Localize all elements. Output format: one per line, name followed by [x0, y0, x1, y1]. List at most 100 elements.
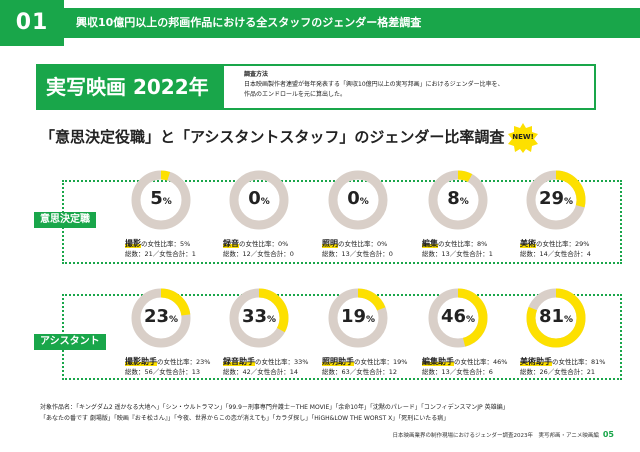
ring-chart-0-2	[328, 170, 388, 230]
ring-female-share	[526, 288, 586, 348]
percent-label: 81%	[526, 306, 586, 327]
caption-totals: 総数：13／女性合計：6	[422, 368, 493, 376]
ring-chart-0-4	[526, 170, 586, 230]
ring-female-share	[428, 288, 488, 348]
ring-caption: 編集助手の女性比率：46% 総数：13／女性合計：6	[422, 357, 507, 377]
percent-unit: %	[466, 315, 476, 325]
percent-label: 5%	[131, 188, 191, 209]
role-ratio: の女性比率：0%	[239, 240, 289, 248]
role-ratio: の女性比率：8%	[438, 240, 488, 248]
role-ratio: の女性比率：81%	[552, 358, 606, 366]
ring-chart-0-3	[428, 170, 488, 230]
role-ratio: の女性比率：23%	[157, 358, 211, 366]
method-description: 調査方法 日本映画製作者連盟が毎年発表する「興収10億円以上の実写邦画」における…	[244, 70, 584, 100]
role-name: 照明助手	[322, 357, 354, 366]
percent-unit: %	[162, 197, 172, 207]
main-heading: 「意思決定役職」と「アシスタントスタッフ」のジェンダー比率調査	[40, 128, 505, 146]
header-bar	[64, 8, 640, 38]
ring-caption: 録音助手の女性比率：33% 総数：42／女性合計：14	[223, 357, 308, 377]
percent-value: 19	[340, 306, 367, 327]
ring-chart-1-1	[229, 288, 289, 348]
role-name: 録音助手	[223, 357, 255, 366]
caption-ratio: 照明助手の女性比率：19%	[322, 357, 407, 367]
percent-unit: %	[359, 197, 369, 207]
percent-label: 8%	[428, 188, 488, 209]
caption-totals: 総数：14／女性合計：4	[520, 250, 591, 258]
role-name: 撮影助手	[125, 357, 157, 366]
role-name: 編集助手	[422, 357, 454, 366]
percent-unit: %	[564, 197, 574, 207]
caption-ratio: 編集助手の女性比率：46%	[422, 357, 507, 367]
role-ratio: の女性比率：19%	[354, 358, 408, 366]
page-number: 05	[602, 430, 614, 439]
ring-female-share	[526, 170, 586, 230]
ring-caption: 照明助手の女性比率：19% 総数：63／女性合計：12	[322, 357, 407, 377]
percent-value: 23	[143, 306, 170, 327]
percent-unit: %	[366, 315, 376, 325]
caption-ratio: 撮影の女性比率：5%	[125, 239, 196, 249]
percent-value: 81	[538, 306, 565, 327]
role-name: 撮影	[125, 239, 141, 248]
percent-label: 29%	[526, 188, 586, 209]
ring-female-share	[131, 288, 191, 348]
caption-totals: 総数：42／女性合計：14	[223, 368, 299, 376]
percent-value: 8	[447, 188, 460, 209]
percent-value: 0	[347, 188, 360, 209]
role-name: 美術助手	[520, 357, 552, 366]
chapter-title: 興収10億円以上の邦画作品における全スタッフのジェンダー格差調査	[76, 16, 422, 29]
ring-caption: 編集の女性比率：8% 総数：13／女性合計：1	[422, 239, 493, 259]
role-name: 録音	[223, 239, 239, 248]
ring-chart-0-0	[131, 170, 191, 230]
role-name: 照明	[322, 239, 338, 248]
page-header: 01 興収10億円以上の邦画作品における全スタッフのジェンダー格差調査	[0, 0, 640, 46]
role-ratio: の女性比率：29%	[536, 240, 590, 248]
ring-female-share	[328, 288, 388, 348]
percent-unit: %	[459, 197, 469, 207]
percent-unit: %	[169, 315, 179, 325]
percent-unit: %	[564, 315, 574, 325]
new-badge-icon	[508, 123, 538, 153]
percent-label: 19%	[328, 306, 388, 327]
ring-caption: 美術助手の女性比率：81% 総数：26／女性合計：21	[520, 357, 605, 377]
footnote-line-2: 「あなたの番です 劇場版」「映画『おそ松さん』」「今夜、世界からこの恋が消えても…	[40, 415, 450, 422]
page-footer: 日本映画業界の制作現場におけるジェンダー調査2023年 実写邦画・アニメ映画編 0…	[392, 430, 614, 439]
chapter-number: 01	[0, 0, 64, 46]
ring-caption: 撮影助手の女性比率：23% 総数：56／女性合計：13	[125, 357, 210, 377]
footnote-line-1: 対象作品名：「キングダム2 遥かなる大地へ」「シン・ウルトラマン」「99.9－刑…	[40, 404, 509, 411]
ring-caption: 美術の女性比率：29% 総数：14／女性合計：4	[520, 239, 591, 259]
caption-totals: 総数：63／女性合計：12	[322, 368, 398, 376]
percent-value: 5	[150, 188, 163, 209]
percent-label: 0%	[328, 188, 388, 209]
ring-caption: 撮影の女性比率：5% 総数：21／女性合計：1	[125, 239, 196, 259]
ring-track	[328, 170, 388, 230]
ring-track	[229, 170, 289, 230]
ring-chart-1-3	[428, 288, 488, 348]
percent-label: 46%	[428, 306, 488, 327]
percent-label: 23%	[131, 306, 191, 327]
caption-totals: 総数：26／女性合計：21	[520, 368, 596, 376]
role-name: 美術	[520, 239, 536, 248]
footer-text: 日本映画業界の制作現場におけるジェンダー調査2023年 実写邦画・アニメ映画編	[392, 433, 599, 439]
method-line-1: 日本映画製作者連盟が毎年発表する「興収10億円以上の実写邦画」におけるジェンダー…	[244, 81, 504, 88]
percent-unit: %	[267, 315, 277, 325]
caption-totals: 総数：13／女性合計：1	[422, 250, 493, 258]
role-ratio: の女性比率：0%	[338, 240, 388, 248]
role-ratio: の女性比率：46%	[454, 358, 508, 366]
caption-ratio: 録音の女性比率：0%	[223, 239, 294, 249]
new-badge-text: NEW!	[512, 133, 534, 141]
ring-caption: 録音の女性比率：0% 総数：12／女性合計：0	[223, 239, 294, 259]
ring-female-share	[229, 288, 289, 348]
percent-unit: %	[260, 197, 270, 207]
target-works-footnote: 対象作品名：「キングダム2 遥かなる大地へ」「シン・ウルトラマン」「99.9－刑…	[40, 402, 620, 424]
subtitle-title: 実写映画 2022年	[36, 64, 224, 110]
ring-caption: 照明の女性比率：0% 総数：13／女性合計：0	[322, 239, 393, 259]
caption-totals: 総数：13／女性合計：0	[322, 250, 393, 258]
caption-ratio: 美術の女性比率：29%	[520, 239, 591, 249]
percent-label: 0%	[229, 188, 289, 209]
ring-chart-1-0	[131, 288, 191, 348]
role-ratio: の女性比率：5%	[141, 240, 191, 248]
ring-female-share	[131, 170, 191, 230]
percent-value: 0	[248, 188, 261, 209]
percent-value: 29	[538, 188, 565, 209]
percent-value: 46	[440, 306, 467, 327]
